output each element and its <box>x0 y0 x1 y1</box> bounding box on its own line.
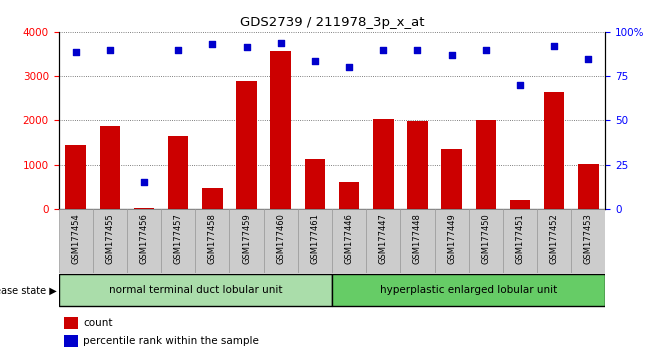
Text: GSM177447: GSM177447 <box>379 213 388 264</box>
Bar <box>298 209 332 273</box>
Point <box>310 58 320 64</box>
Text: GSM177454: GSM177454 <box>71 213 80 264</box>
Bar <box>544 92 564 209</box>
Text: count: count <box>83 318 113 328</box>
Point <box>173 47 184 52</box>
Text: hyperplastic enlarged lobular unit: hyperplastic enlarged lobular unit <box>380 285 557 295</box>
Text: GSM177449: GSM177449 <box>447 213 456 264</box>
Text: percentile rank within the sample: percentile rank within the sample <box>83 336 259 346</box>
Bar <box>161 209 195 273</box>
Bar <box>195 209 230 273</box>
Text: GSM177456: GSM177456 <box>139 213 148 264</box>
Point <box>70 49 81 55</box>
Bar <box>59 274 332 306</box>
Bar <box>65 145 86 209</box>
Bar <box>578 164 598 209</box>
Bar <box>271 51 291 209</box>
Text: GSM177450: GSM177450 <box>481 213 490 264</box>
Text: GSM177459: GSM177459 <box>242 213 251 264</box>
Bar <box>134 207 154 209</box>
Point <box>378 47 389 53</box>
Text: GSM177446: GSM177446 <box>344 213 353 264</box>
Bar <box>408 121 428 209</box>
Bar <box>92 209 127 273</box>
Point <box>447 52 457 58</box>
Text: GSM177461: GSM177461 <box>311 213 320 264</box>
Bar <box>332 274 605 306</box>
Point <box>515 82 525 88</box>
Point <box>207 41 217 47</box>
Text: GSM177448: GSM177448 <box>413 213 422 264</box>
Point <box>583 57 594 62</box>
Bar <box>127 209 161 273</box>
Bar <box>332 209 366 273</box>
Text: disease state ▶: disease state ▶ <box>0 285 57 295</box>
Bar <box>64 317 77 329</box>
Bar <box>264 209 298 273</box>
Text: GSM177451: GSM177451 <box>516 213 525 264</box>
Bar <box>305 159 325 209</box>
Bar <box>339 182 359 209</box>
Title: GDS2739 / 211978_3p_x_at: GDS2739 / 211978_3p_x_at <box>240 16 424 29</box>
Bar <box>202 188 223 209</box>
Bar <box>366 209 400 273</box>
Text: GSM177457: GSM177457 <box>174 213 183 264</box>
Bar <box>503 209 537 273</box>
Bar <box>572 209 605 273</box>
Bar <box>441 149 462 209</box>
Bar <box>64 335 77 347</box>
Text: GSM177453: GSM177453 <box>584 213 593 264</box>
Point <box>242 45 252 50</box>
Point <box>275 41 286 46</box>
Point <box>139 179 149 185</box>
Point <box>105 47 115 52</box>
Bar <box>475 120 496 209</box>
Bar <box>373 120 393 209</box>
Bar <box>510 200 530 209</box>
Point <box>344 64 354 70</box>
Bar <box>230 209 264 273</box>
Bar <box>59 209 92 273</box>
Bar <box>537 209 572 273</box>
Point <box>412 47 422 52</box>
Bar <box>168 136 189 209</box>
Text: GSM177455: GSM177455 <box>105 213 115 264</box>
Text: GSM177452: GSM177452 <box>549 213 559 264</box>
Bar <box>100 126 120 209</box>
Text: normal terminal duct lobular unit: normal terminal duct lobular unit <box>109 285 282 295</box>
Bar <box>400 209 435 273</box>
Point <box>480 47 491 52</box>
Bar <box>469 209 503 273</box>
Bar <box>435 209 469 273</box>
Bar <box>236 81 256 209</box>
Point <box>549 43 559 49</box>
Text: GSM177460: GSM177460 <box>276 213 285 264</box>
Text: GSM177458: GSM177458 <box>208 213 217 264</box>
